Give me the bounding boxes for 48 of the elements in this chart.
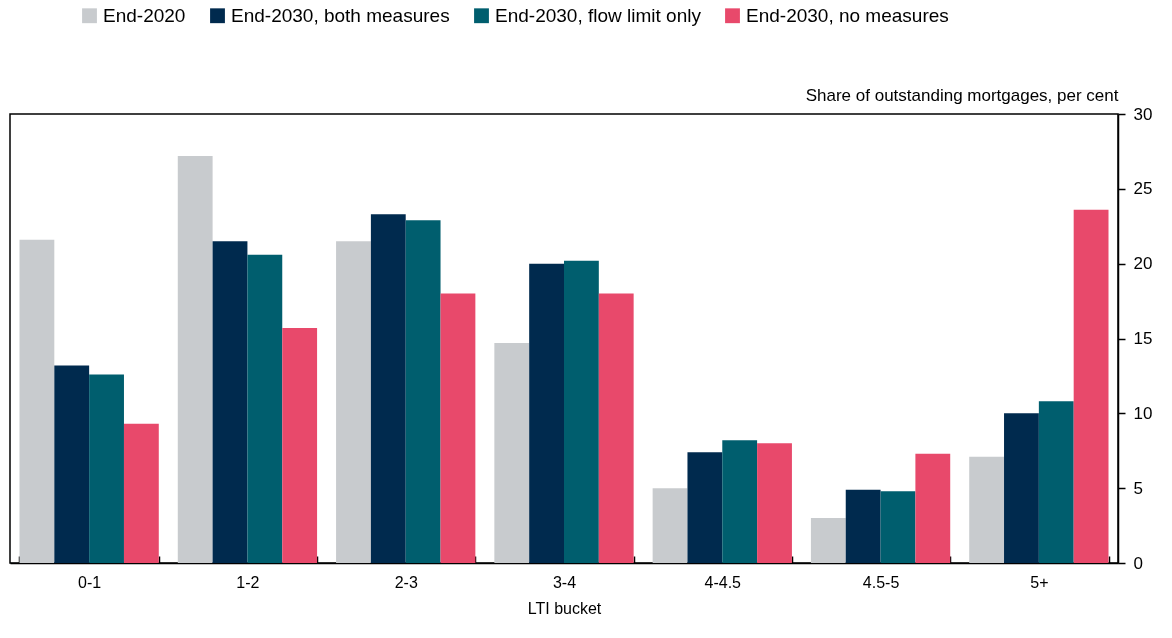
bar [687, 452, 723, 563]
y-tick-label: 10 [1133, 403, 1153, 423]
y-tick-label: 30 [1133, 104, 1153, 124]
bar [1073, 209, 1109, 563]
bar [247, 254, 283, 563]
bar [212, 241, 248, 563]
legend-label: End-2020 [103, 4, 186, 26]
bar [598, 293, 634, 563]
y-tick-label: 5 [1133, 478, 1143, 498]
legend-label: End-2030, both measures [231, 4, 450, 26]
bar [123, 423, 159, 563]
bar [177, 155, 213, 563]
x-tick-label: 4-4.5 [704, 573, 742, 591]
y-tick-label: 20 [1133, 254, 1153, 274]
bar [810, 518, 846, 563]
bar [845, 489, 881, 563]
bar [440, 293, 476, 563]
x-tick-label: 3-4 [552, 573, 577, 591]
y-axis-title: Share of outstanding mortgages, per cent [805, 85, 1119, 105]
bar [757, 443, 792, 563]
bar [722, 440, 758, 563]
bar [915, 453, 951, 563]
bar [282, 328, 318, 563]
bar [89, 374, 124, 563]
x-tick-label: 5+ [1030, 573, 1049, 591]
bar [494, 342, 530, 563]
y-tick-label: 0 [1133, 553, 1143, 573]
legend-label: End-2030, no measures [746, 4, 949, 26]
bar [336, 241, 371, 563]
bar [370, 214, 406, 563]
y-tick-label: 25 [1133, 179, 1153, 199]
x-axis-title: LTI bucket [527, 599, 602, 617]
bar [19, 239, 55, 563]
x-tick-label: 0-1 [78, 573, 102, 591]
legend-label: End-2030, flow limit only [495, 4, 702, 26]
bar [880, 491, 916, 563]
bar [1004, 413, 1039, 563]
bar [1038, 401, 1074, 563]
bar [564, 260, 599, 563]
bar [969, 456, 1005, 563]
bar [529, 263, 564, 563]
bar [405, 220, 441, 563]
x-tick-label: 4.5-5 [862, 573, 900, 591]
y-tick-label: 15 [1133, 329, 1153, 348]
x-tick-label: 2-3 [394, 573, 418, 591]
bar [54, 365, 90, 563]
x-tick-label: 1-2 [236, 573, 260, 591]
bar [652, 488, 688, 563]
